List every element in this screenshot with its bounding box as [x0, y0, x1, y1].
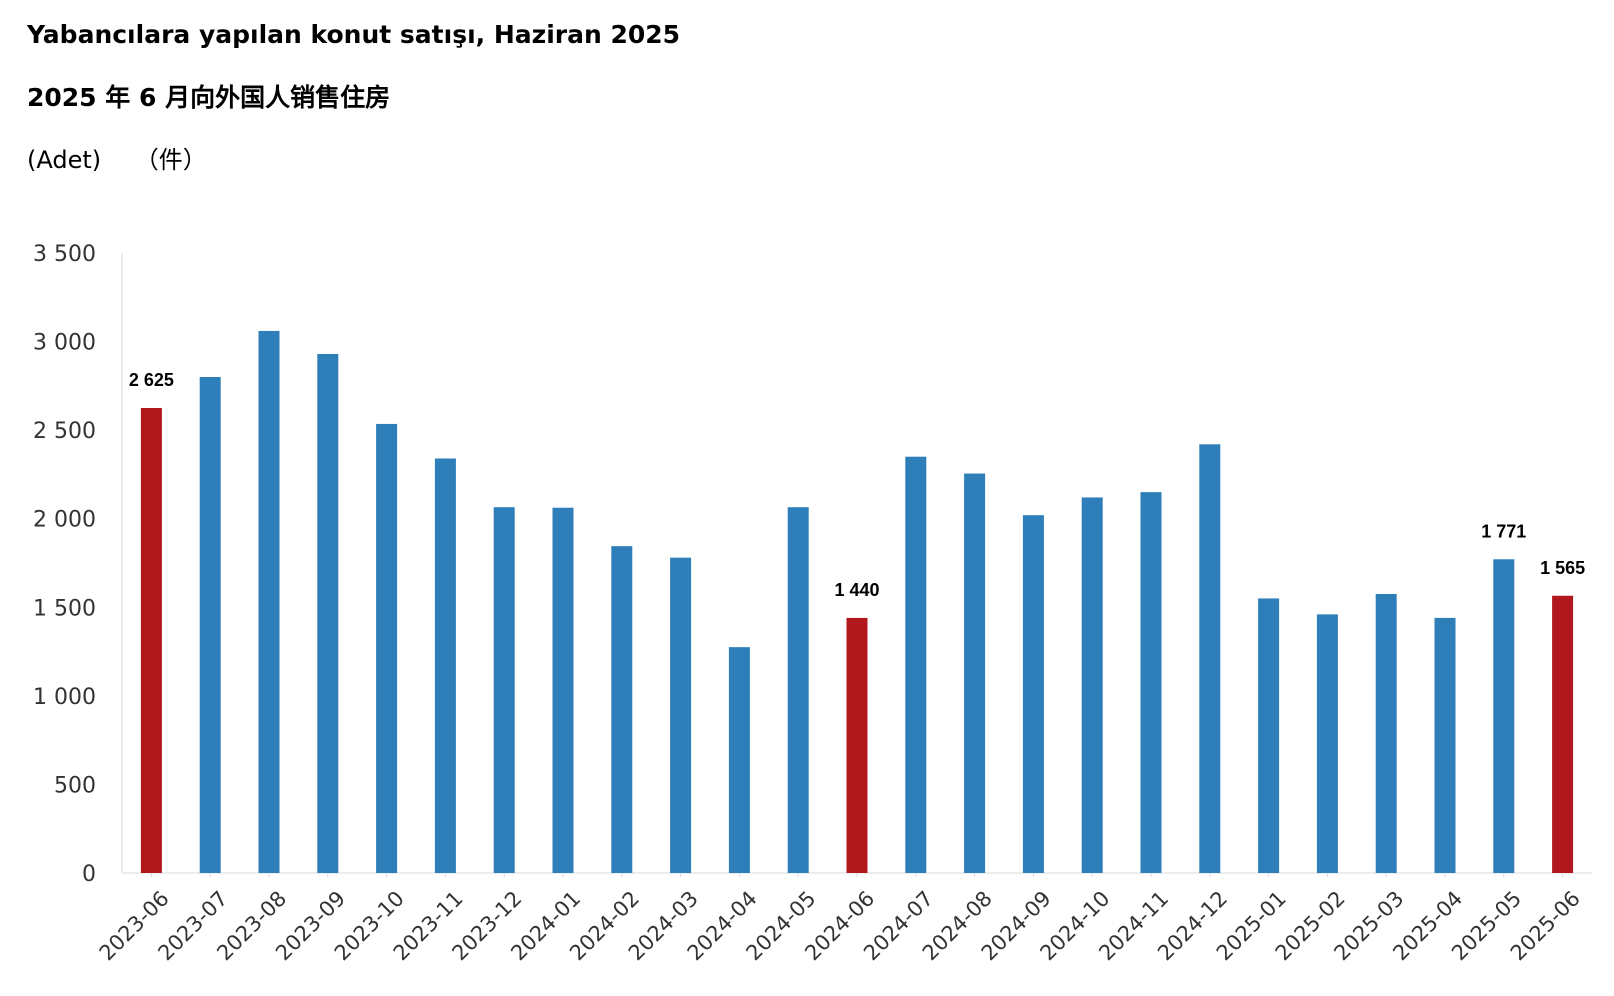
y-tick-label: 500: [54, 773, 96, 798]
bars: [140, 330, 1574, 874]
data-labels: 2 625 1 440 1 771 1 565: [129, 370, 1585, 600]
y-tick-label: 1 000: [33, 685, 96, 710]
bar-2024-11: [1140, 492, 1162, 873]
bar-2024-07: [905, 456, 927, 873]
y-tick-label: 0: [82, 862, 96, 887]
x-axis: 2023-062023-072023-082023-092023-102023-…: [95, 872, 1592, 965]
bar-2025-04: [1434, 617, 1456, 873]
bar-2024-12: [1199, 444, 1221, 873]
data-label: 1 565: [1540, 558, 1585, 578]
bar-2024-03: [670, 557, 692, 873]
bar-2023-12: [493, 507, 515, 873]
bar-2023-07: [199, 377, 221, 873]
bar-2023-10: [376, 423, 398, 873]
y-tick-label: 1 500: [33, 596, 96, 621]
bar-2024-01: [552, 507, 574, 873]
bar-2023-09: [317, 353, 339, 874]
bar-2025-05: [1493, 559, 1515, 873]
bar-2024-09: [1022, 515, 1044, 873]
unit-label-tr: (Adet): [27, 146, 102, 174]
bar-2025-03: [1375, 594, 1397, 873]
bar-2024-05: [787, 507, 809, 873]
chart-title: Yabancılara yapılan konut satışı, Hazira…: [27, 20, 681, 49]
bar-2024-08: [964, 473, 986, 873]
y-tick-label: 3 000: [33, 331, 96, 356]
data-label: 2 625: [129, 370, 174, 390]
bar-2025-02: [1316, 614, 1338, 873]
data-label: 1 440: [834, 580, 879, 600]
bar-2023-11: [434, 458, 456, 873]
bar-2025-01: [1258, 598, 1280, 873]
bar-2023-08: [258, 330, 280, 873]
bar-2024-06: [846, 617, 868, 873]
chart-subtitle: 2025 年 6 月向外国人销售住房: [27, 83, 391, 112]
data-label: 1 771: [1481, 521, 1526, 541]
bar-2024-02: [611, 546, 633, 873]
bar-2025-06: [1552, 595, 1574, 873]
unit-label: (Adet) （件）: [27, 140, 233, 175]
bar-2024-04: [728, 647, 750, 873]
y-tick-label: 2 500: [33, 419, 96, 444]
y-tick-label: 3 500: [33, 242, 96, 267]
bar-2023-06: [140, 408, 162, 873]
y-tick-label: 2 000: [33, 508, 96, 533]
bar-2024-10: [1081, 497, 1103, 873]
y-axis: 0 500 1 000 1 500 2 000 2 500 3 000 3 500: [33, 242, 123, 887]
unit-label-cn: （件）: [134, 146, 207, 174]
